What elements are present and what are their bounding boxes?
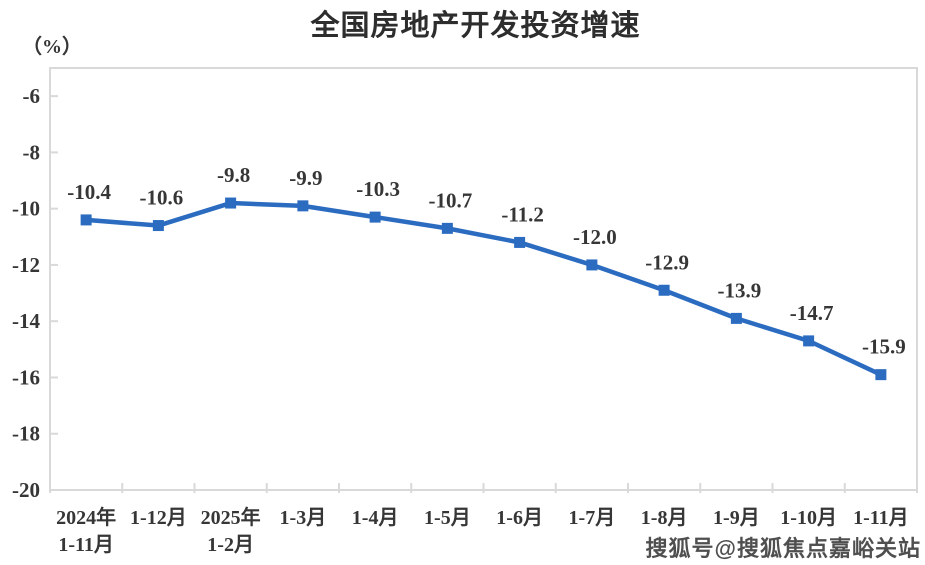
plot-frame <box>49 67 918 491</box>
data-point-marker <box>297 200 309 212</box>
watermark: 搜狐号@搜狐焦点嘉峪关站 <box>645 536 921 561</box>
data-label: -10.6 <box>140 186 184 210</box>
x-axis-label: 1-11月 <box>853 507 909 529</box>
series-line <box>83 200 884 377</box>
x-axis-label: 1-5月 <box>424 507 471 529</box>
data-point-marker <box>514 236 526 248</box>
data-label: -10.7 <box>429 188 473 212</box>
chart-title: 全国房地产开发投资增速 <box>310 10 641 42</box>
data-point-marker <box>730 312 742 324</box>
y-tick-label: -6 <box>23 84 41 108</box>
data-label: -14.7 <box>790 301 834 325</box>
data-label: -11.2 <box>501 202 544 226</box>
data-label: -12.0 <box>573 225 617 249</box>
x-axis-label: 1-6月 <box>496 507 543 529</box>
x-axis-label: 1-9月 <box>713 507 760 529</box>
y-tick-label: -18 <box>12 422 40 446</box>
x-axis-label: 1-7月 <box>569 507 616 529</box>
x-axis-label: 1-2月 <box>207 534 254 556</box>
data-point-marker <box>803 335 815 347</box>
y-tick-label: -14 <box>12 309 40 333</box>
data-label: -10.3 <box>356 177 400 201</box>
data-label: -10.4 <box>67 180 111 204</box>
data-point-marker <box>152 220 164 232</box>
y-axis-unit-label: （%） <box>22 36 82 58</box>
data-label: -13.9 <box>718 278 762 302</box>
data-label: -9.9 <box>289 166 322 190</box>
y-tick-label: -16 <box>12 365 40 389</box>
data-point-marker <box>441 222 453 234</box>
x-axis-label: 1-11月 <box>58 534 114 556</box>
y-tick-label: -10 <box>12 197 40 221</box>
data-label: -12.9 <box>645 250 689 274</box>
x-axis-label: 1-10月 <box>780 507 837 529</box>
x-axis-label: 1-4月 <box>352 507 399 529</box>
y-tick-label: -8 <box>23 140 41 164</box>
y-tick-label: -12 <box>12 253 40 277</box>
x-axis-label: 1-12月 <box>130 507 187 529</box>
data-point-marker <box>875 369 887 381</box>
data-label: -9.8 <box>217 163 250 187</box>
x-axis-label: 1-8月 <box>641 507 688 529</box>
data-point-marker <box>225 197 237 209</box>
x-axis-label: 2025年 <box>201 505 261 529</box>
x-axis-label: 1-3月 <box>280 507 327 529</box>
data-point-marker <box>80 214 92 226</box>
data-point-marker <box>369 211 381 223</box>
data-point-marker <box>586 259 598 271</box>
data-label: -15.9 <box>862 335 906 359</box>
data-point-marker <box>658 284 670 296</box>
x-axis-label: 2024年 <box>56 505 116 529</box>
y-tick-label: -20 <box>12 478 40 502</box>
